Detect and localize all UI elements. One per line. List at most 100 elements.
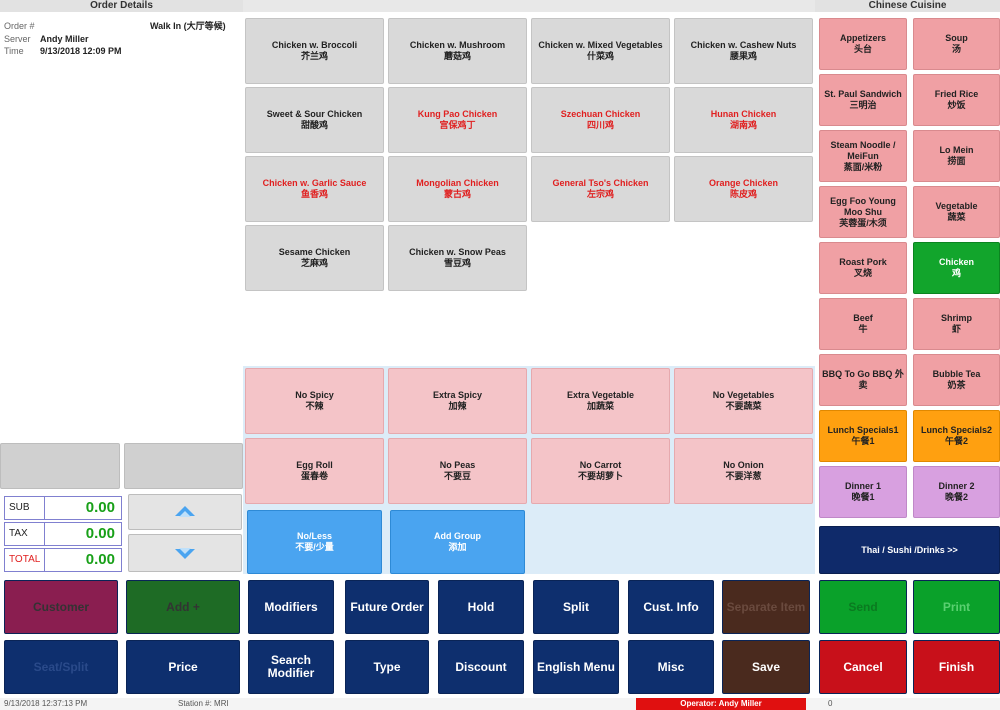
menu-item[interactable]: Sesame Chicken 芝麻鸡 — [245, 225, 384, 291]
menu-area-bg — [243, 0, 815, 12]
tax-value: 0.00 — [85, 525, 115, 542]
action-button[interactable]: Discount — [438, 640, 524, 694]
action-button[interactable]: Print — [913, 580, 1000, 634]
menu-item[interactable]: General Tso's Chicken 左宗鸡 — [531, 156, 670, 222]
modifier-button[interactable]: No Spicy 不辣 — [245, 368, 384, 434]
category-button-chinese-label: 奶茶 — [947, 380, 966, 390]
order-details-header: Order Details — [0, 0, 243, 12]
action-button[interactable]: Send — [819, 580, 907, 634]
menu-item-chinese-label: 什菜鸡 — [586, 51, 614, 61]
menu-item[interactable]: Chicken w. Garlic Sauce 鱼香鸡 — [245, 156, 384, 222]
modifier-button[interactable]: No Peas 不要豆 — [388, 438, 527, 504]
category-button[interactable]: Appetizers 头台 — [819, 18, 907, 70]
modifier-button-label: Extra Spicy — [432, 390, 483, 400]
modifier-option-button[interactable]: Add Group 添加 — [390, 510, 525, 574]
category-button[interactable]: BBQ To Go BBQ 外卖 — [819, 354, 907, 406]
action-button[interactable]: Price — [126, 640, 240, 694]
modifier-button[interactable]: Egg Roll 蛋春卷 — [245, 438, 384, 504]
action-button[interactable]: English Menu — [533, 640, 619, 694]
action-button[interactable]: Misc — [628, 640, 714, 694]
action-button[interactable]: Finish — [913, 640, 1000, 694]
action-button[interactable]: Type — [345, 640, 429, 694]
menu-item-chinese-label: 蘑菇鸡 — [443, 51, 471, 61]
menu-item[interactable]: Mongolian Chicken 蒙古鸡 — [388, 156, 527, 222]
menu-item-label: Szechuan Chicken — [560, 109, 641, 119]
modifier-option-button-chinese-label: 不要/少量 — [295, 542, 334, 552]
category-button[interactable]: Roast Pork 叉烧 — [819, 242, 907, 294]
menu-item-chinese-label: 鱼香鸡 — [300, 189, 328, 199]
modifier-button[interactable]: No Onion 不要洋葱 — [674, 438, 813, 504]
category-button-label: Shrimp — [940, 313, 972, 323]
category-button[interactable]: Beef 牛 — [819, 298, 907, 350]
chevron-up-icon — [175, 506, 195, 517]
category-button[interactable]: Steam Noodle / MeiFun 蒸面/米粉 — [819, 130, 907, 182]
modifier-option-button-label: Add Group — [434, 531, 481, 541]
action-button-label: Add + — [166, 599, 200, 614]
category-button[interactable]: Lunch Specials1 午餐1 — [819, 410, 907, 462]
menu-item-label: Chicken w. Garlic Sauce — [262, 178, 367, 188]
action-button-label: Hold — [467, 599, 495, 614]
action-button-label: Cust. Info — [643, 599, 699, 614]
category-button[interactable]: Soup 汤 — [913, 18, 1000, 70]
menu-item[interactable]: Orange Chicken 陈皮鸡 — [674, 156, 813, 222]
blank-button-right[interactable] — [124, 443, 243, 489]
category-button[interactable]: St. Paul Sandwich 三明治 — [819, 74, 907, 126]
modifier-button-label: Extra Vegetable — [566, 390, 635, 400]
modifier-option-button[interactable]: No/Less 不要/少量 — [247, 510, 382, 574]
scroll-down-button[interactable] — [128, 534, 242, 572]
action-button[interactable]: Add + — [126, 580, 240, 634]
menu-item[interactable]: Szechuan Chicken 四川鸡 — [531, 87, 670, 153]
action-button-label: Separate Item — [726, 599, 806, 614]
action-button[interactable]: Modifiers — [248, 580, 334, 634]
menu-item[interactable]: Chicken w. Mushroom 蘑菇鸡 — [388, 18, 527, 84]
menu-item[interactable]: Hunan Chicken 湖南鸡 — [674, 87, 813, 153]
action-button[interactable]: Future Order — [345, 580, 429, 634]
menu-item[interactable]: Chicken w. Broccoli 芥兰鸡 — [245, 18, 384, 84]
category-button[interactable]: Dinner 1 晚餐1 — [819, 466, 907, 518]
category-button-label: Vegetable — [935, 201, 978, 211]
menu-item-label: General Tso's Chicken — [552, 178, 649, 188]
order-info: Order # Walk In (大厅等候) Server Andy Miller… — [4, 20, 244, 57]
action-button[interactable]: Cancel — [819, 640, 907, 694]
status-station: Station #: MRI — [178, 699, 229, 708]
menu-item[interactable]: Sweet & Sour Chicken 甜酸鸡 — [245, 87, 384, 153]
scroll-up-button[interactable] — [128, 494, 242, 530]
category-button-chinese-label: 晚餐2 — [944, 492, 968, 502]
menu-item[interactable]: Chicken w. Snow Peas 雪豆鸡 — [388, 225, 527, 291]
action-button[interactable]: Search Modifier — [248, 640, 334, 694]
category-button[interactable]: Egg Foo Young Moo Shu 芙蓉蛋/木须 — [819, 186, 907, 238]
action-button[interactable]: Cust. Info — [628, 580, 714, 634]
modifier-button[interactable]: No Vegetables 不要蔬菜 — [674, 368, 813, 434]
action-button-label: Cancel — [843, 659, 883, 674]
menu-item[interactable]: Chicken w. Mixed Vegetables 什菜鸡 — [531, 18, 670, 84]
menu-item-chinese-label: 甜酸鸡 — [300, 120, 328, 130]
modifier-option-button-label: No/Less — [296, 531, 332, 541]
category-button[interactable]: Bubble Tea 奶茶 — [913, 354, 1000, 406]
modifier-button[interactable]: Extra Vegetable 加蔬菜 — [531, 368, 670, 434]
modifier-button[interactable]: No Carrot 不要胡萝卜 — [531, 438, 670, 504]
category-button[interactable]: Shrimp 虾 — [913, 298, 1000, 350]
menu-item[interactable]: Kung Pao Chicken 宫保鸡丁 — [388, 87, 527, 153]
category-button-label: Fried Rice — [934, 89, 979, 99]
category-button[interactable]: Dinner 2 晚餐2 — [913, 466, 1000, 518]
subtotal-value: 0.00 — [85, 499, 115, 516]
action-button[interactable]: Seat/Split — [4, 640, 118, 694]
more-categories-button[interactable]: Thai / Sushi /Drinks >> — [819, 526, 1000, 574]
blank-button-left[interactable] — [0, 443, 120, 489]
menu-item-label: Chicken w. Mixed Vegetables — [538, 40, 663, 50]
category-button[interactable]: Lunch Specials2 午餐2 — [913, 410, 1000, 462]
category-button[interactable]: Fried Rice 炒饭 — [913, 74, 1000, 126]
category-button[interactable]: Vegetable 蔬菜 — [913, 186, 1000, 238]
action-button[interactable]: Customer — [4, 580, 118, 634]
action-button[interactable]: Hold — [438, 580, 524, 634]
category-button-label: St. Paul Sandwich — [824, 89, 902, 99]
action-button[interactable]: Separate Item — [722, 580, 810, 634]
category-button[interactable]: Lo Mein 捞面 — [913, 130, 1000, 182]
category-button[interactable]: Chicken 鸡 — [913, 242, 1000, 294]
menu-item[interactable]: Chicken w. Cashew Nuts 腰果鸡 — [674, 18, 813, 84]
modifier-button[interactable]: Extra Spicy 加辣 — [388, 368, 527, 434]
action-button[interactable]: Save — [722, 640, 810, 694]
action-button-label: Future Order — [350, 599, 424, 614]
time-label: Time — [4, 46, 24, 56]
action-button[interactable]: Split — [533, 580, 619, 634]
